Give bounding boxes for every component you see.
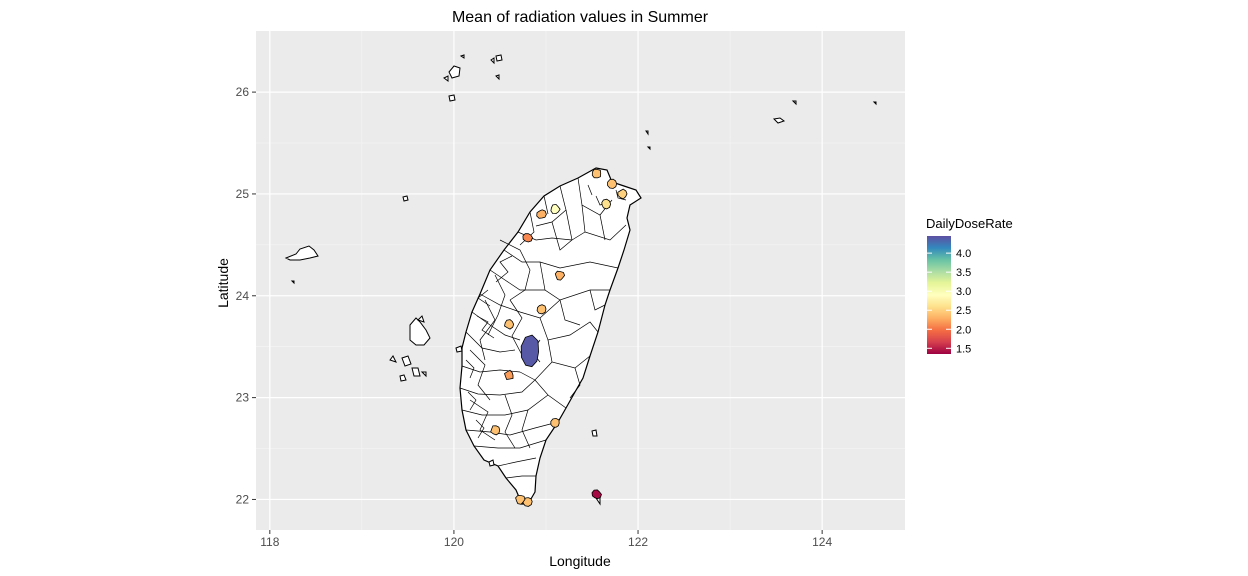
filled-district [504,319,515,330]
filled-district [591,489,602,500]
taiwan-main-island [459,167,642,505]
x-tick-label: 122 [628,535,648,549]
filled-district [520,334,540,368]
legend-break-label: 1.5 [956,343,971,355]
x-tick-label: 120 [444,535,464,549]
x-tick-label: 118 [260,535,279,549]
legend-title: DailyDoseRate [926,216,1013,231]
filled-district [536,209,547,219]
plot-panel [256,31,905,530]
y-tick-label: 26 [236,85,250,99]
x-axis-title: Longitude [549,553,611,569]
filled-districts [490,168,628,507]
legend-break-label: 4.0 [956,248,971,260]
filled-district [607,178,618,189]
filled-district [536,304,547,315]
y-axis-title: Latitude [215,258,231,308]
map-shapes [284,54,877,506]
y-tick-label: 24 [236,289,250,303]
filled-district [617,188,628,200]
y-axis: 22 23 24 25 26 [236,85,256,506]
filled-district [591,168,602,179]
legend-colorbar [927,236,951,354]
filled-district [550,417,560,428]
filled-district [504,369,514,380]
district-boundaries [459,177,627,479]
filled-district [554,270,566,281]
legend: DailyDoseRate 1.5 2.0 2.5 3.0 3.5 4.0 [926,216,1013,355]
filled-district [490,425,501,436]
y-tick-label: 25 [236,187,250,201]
legend-break-label: 3.0 [956,286,971,298]
x-axis: 118 120 122 124 [260,530,832,549]
offshore-islands [284,54,877,506]
y-tick-label: 22 [236,492,250,506]
legend-break-label: 3.5 [956,267,971,279]
filled-district [515,494,526,505]
legend-break-label: 2.0 [956,324,971,336]
plot-title: Mean of radiation values in Summer [452,9,709,26]
filled-district [550,203,561,215]
x-tick-label: 124 [812,535,832,549]
legend-break-label: 2.5 [956,305,971,317]
legend-breaks: 1.5 2.0 2.5 3.0 3.5 4.0 [927,248,971,355]
filled-district [522,233,533,243]
filled-district [601,198,612,210]
y-tick-label: 23 [236,391,250,405]
